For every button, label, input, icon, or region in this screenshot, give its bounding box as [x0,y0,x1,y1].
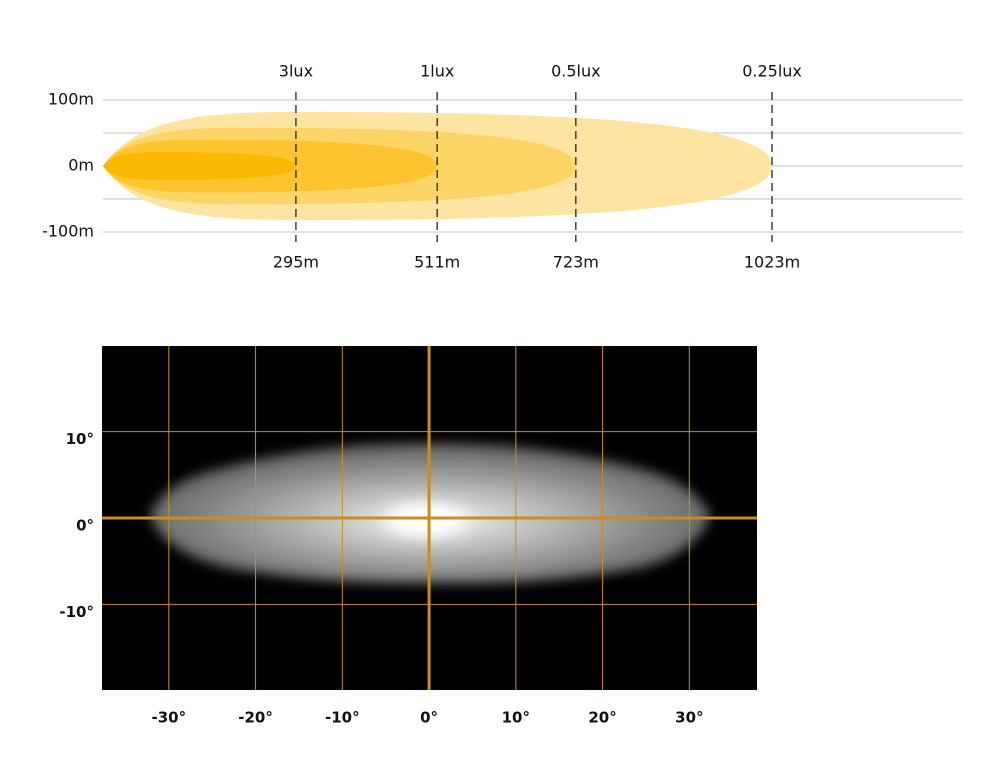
isolux-chart: -30° -20° -10° 0° 10° 20° 30° 10° 0° -10° [59,346,757,727]
hot-spot [385,504,465,536]
x-tick-label: -10° [325,709,360,727]
y-tick-label: 0m [68,156,94,175]
x-tick-label: 0° [420,709,438,727]
beam-chart: 100m 0m -100m 3lux 295m 1lux 511m 0.5lux 723m 0.2… [42,62,963,272]
lux-label: 3lux [279,62,313,81]
beam-lobe [103,152,296,180]
y-tick-label: 10° [66,430,94,448]
x-tick-label: -20° [238,709,273,727]
y-tick-label: 100m [48,90,94,109]
lux-label: 0.25lux [742,62,802,81]
y-tick-label: -10° [59,603,94,621]
lux-label: 0.5lux [551,62,601,81]
x-tick-label: 10° [502,709,530,727]
distance-label: 1023m [744,253,800,272]
x-tick-label: 20° [588,709,616,727]
x-tick-label: -30° [151,709,186,727]
distance-label: 723m [553,253,599,272]
x-tick-label: 30° [675,709,703,727]
distance-label: 511m [414,253,460,272]
distance-label: 295m [273,253,319,272]
lux-label: 1lux [420,62,454,81]
y-tick-label: 0° [76,517,94,535]
y-tick-label: -100m [42,222,94,241]
